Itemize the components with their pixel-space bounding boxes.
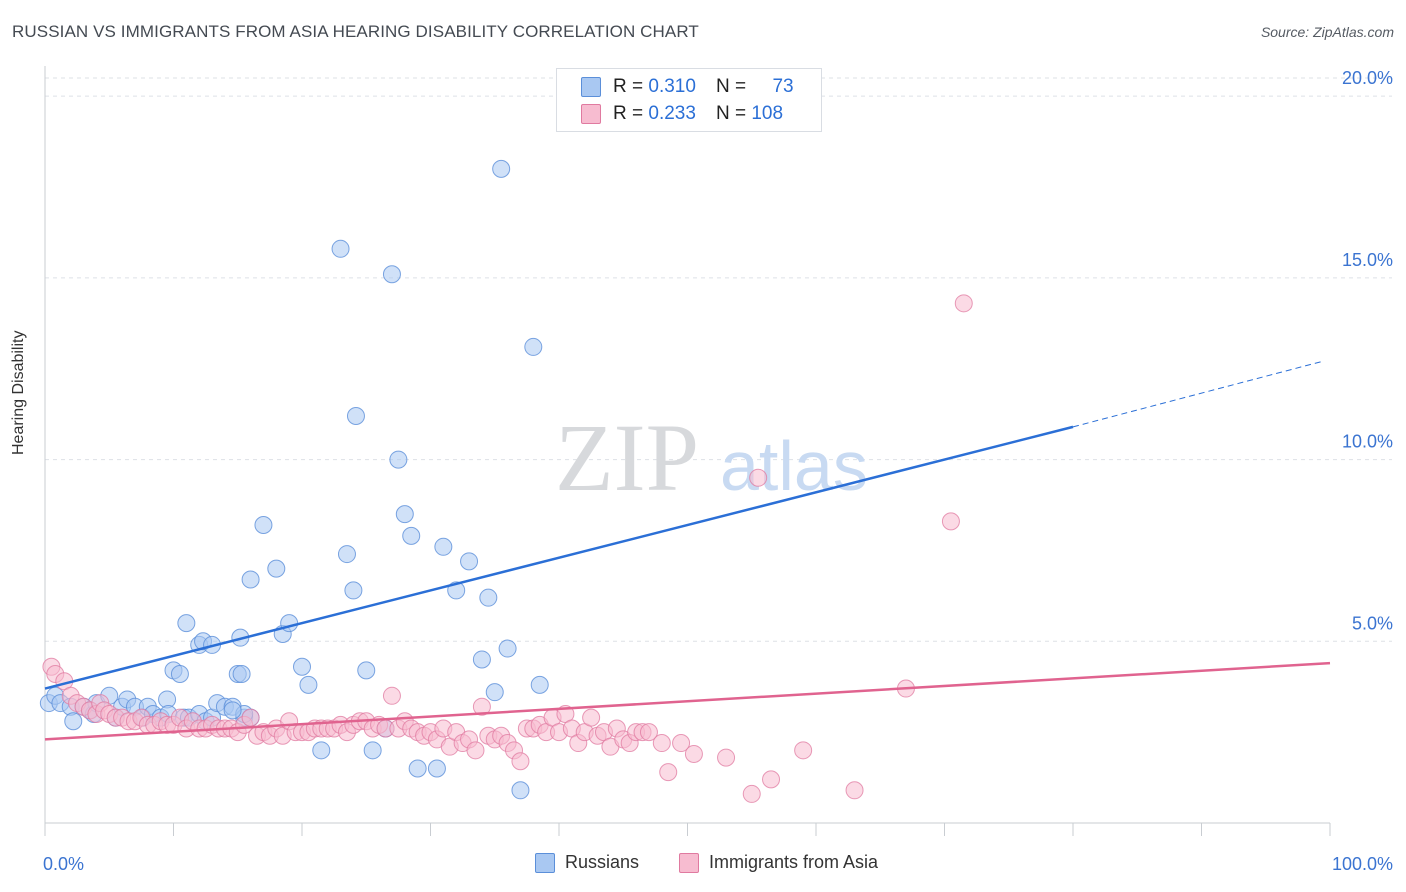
y-tick-label: 10.0% xyxy=(1342,432,1393,452)
y-tick-label: 5.0% xyxy=(1352,613,1393,633)
data-point-russians xyxy=(232,665,251,683)
data-point-russians xyxy=(357,661,376,680)
legend-r-label: R = xyxy=(613,103,644,124)
data-point-immigrants xyxy=(941,512,960,531)
x-tick-label: 100.0% xyxy=(1332,854,1393,874)
legend-row-russians: R = 0.310 N = 73 xyxy=(581,76,794,98)
data-point-russians xyxy=(254,516,273,534)
data-point-russians xyxy=(434,537,453,556)
data-point-russians xyxy=(382,265,401,284)
data-point-russians xyxy=(346,406,365,425)
data-point-immigrants xyxy=(382,686,401,705)
data-point-immigrants xyxy=(845,781,864,800)
data-point-immigrants xyxy=(639,723,658,742)
x-tick-label: 0.0% xyxy=(43,854,84,874)
data-point-immigrants xyxy=(659,763,678,782)
data-point-immigrants xyxy=(511,752,530,771)
data-point-immigrants xyxy=(672,734,691,753)
data-point-russians xyxy=(170,665,189,683)
y-tick-label: 20.0% xyxy=(1342,68,1393,88)
data-point-russians xyxy=(492,159,511,178)
series-russians xyxy=(39,159,549,800)
data-point-russians xyxy=(223,701,242,720)
data-point-russians xyxy=(511,781,530,800)
legend-n-label: N = xyxy=(715,103,747,124)
watermark-zip: ZIP xyxy=(555,404,699,511)
data-point-immigrants xyxy=(582,708,601,727)
legend-swatch-pink xyxy=(581,104,601,124)
legend-r-value: 0.310 xyxy=(648,76,696,97)
bottom-legend-immigrants: Immigrants from Asia xyxy=(679,852,878,873)
data-point-russians xyxy=(460,552,479,571)
trend-line-russians-extension xyxy=(1072,360,1323,428)
grid-lines xyxy=(45,77,1392,642)
data-point-russians xyxy=(267,559,286,578)
data-point-immigrants xyxy=(684,744,703,763)
data-point-russians xyxy=(498,639,517,658)
data-point-russians xyxy=(408,759,427,778)
correlation-legend: R = 0.310 N = 73 R = 0.233 N = 108 xyxy=(556,68,822,132)
trend-lines xyxy=(44,360,1331,741)
data-point-immigrants xyxy=(762,770,781,789)
y-axis-label: Hearing Disability xyxy=(10,330,27,456)
data-point-russians xyxy=(395,505,414,524)
data-point-immigrants xyxy=(241,708,260,727)
legend-swatch-blue xyxy=(535,852,555,873)
data-point-russians xyxy=(344,581,363,600)
trend-line-immigrants xyxy=(44,661,1331,741)
legend-r-label: R = xyxy=(613,76,644,97)
legend-swatch-blue xyxy=(581,77,601,97)
data-point-russians xyxy=(241,570,260,589)
data-point-russians xyxy=(402,526,421,545)
data-point-russians xyxy=(64,712,83,731)
legend-swatch-pink xyxy=(679,852,699,873)
data-point-russians xyxy=(485,683,504,702)
data-point-russians xyxy=(530,675,549,694)
data-point-russians xyxy=(331,239,350,258)
data-point-immigrants xyxy=(466,741,485,760)
legend-label-immigrants: Immigrants from Asia xyxy=(709,852,879,872)
data-point-russians xyxy=(177,614,196,633)
data-point-immigrants xyxy=(749,468,768,487)
watermark: ZIP atlas xyxy=(555,404,868,511)
data-point-russians xyxy=(524,337,543,356)
data-point-russians xyxy=(479,588,498,607)
y-tick-label: 15.0% xyxy=(1342,250,1393,270)
trend-line-russians xyxy=(44,425,1074,690)
data-point-immigrants xyxy=(472,697,491,716)
legend-label-russians: Russians xyxy=(565,852,640,872)
data-point-immigrants xyxy=(742,784,761,803)
series-immigrants-from-asia xyxy=(42,294,973,803)
data-point-russians xyxy=(337,545,356,564)
legend-n-label: N = xyxy=(715,76,747,97)
chart-source: Source: ZipAtlas.com xyxy=(1260,24,1394,40)
data-point-immigrants xyxy=(717,748,736,767)
tick-labels: 5.0% 10.0% 15.0% 20.0% 0.0% 100.0% xyxy=(43,68,1393,874)
data-point-immigrants xyxy=(954,294,973,313)
chart-title: RUSSIAN VS IMMIGRANTS FROM ASIA HEARING … xyxy=(12,22,699,41)
watermark-atlas: atlas xyxy=(720,427,868,505)
legend-n-value: 108 xyxy=(751,103,784,124)
data-point-immigrants xyxy=(794,741,813,760)
data-point-russians xyxy=(389,450,408,469)
legend-r-value: 0.233 xyxy=(648,103,696,124)
data-point-russians xyxy=(299,675,318,694)
bottom-legend-russians: Russians xyxy=(535,852,639,873)
data-point-russians xyxy=(472,650,491,669)
data-point-russians xyxy=(293,657,311,676)
data-point-russians xyxy=(363,741,382,760)
data-point-russians xyxy=(312,741,331,760)
legend-row-immigrants: R = 0.233 N = 108 xyxy=(581,103,783,125)
data-point-immigrants xyxy=(652,734,671,753)
legend-n-value: 73 xyxy=(772,76,794,97)
data-point-russians xyxy=(427,759,446,778)
